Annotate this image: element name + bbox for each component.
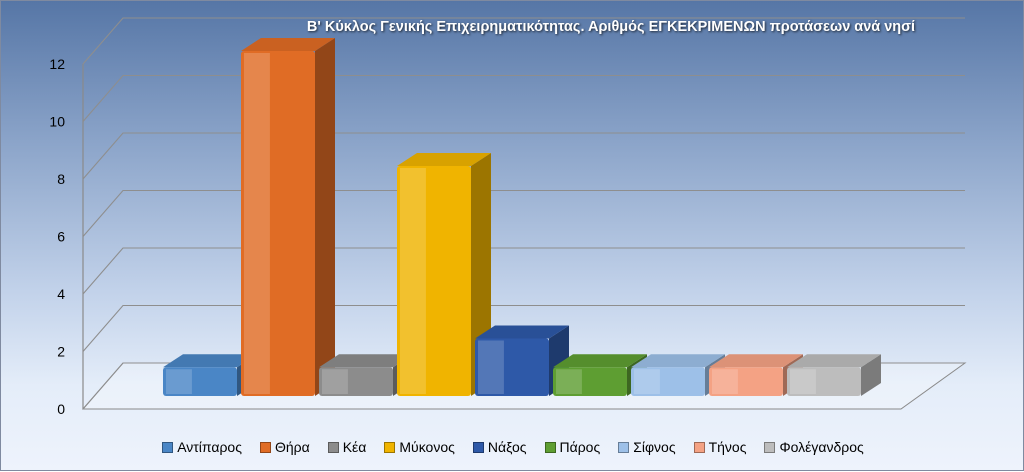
legend-item: Σίφνος <box>618 439 676 455</box>
bar-front <box>241 51 315 396</box>
bar-front <box>319 367 393 396</box>
bar-front <box>631 367 705 396</box>
legend-label: Τήνος <box>708 439 747 455</box>
legend: Αντίπαρος Θήρα Κέα Μύκονος Νάξος Πάρος Σίφνος Τ… <box>1 439 1024 455</box>
chart-title: Β' Κύκλος Γενικής Επιχειρηματικότητας. Α… <box>306 19 916 35</box>
bar-top <box>553 354 647 368</box>
bar-top <box>319 354 413 368</box>
y-tick-label: 2 <box>57 344 65 360</box>
gridline <box>82 74 965 122</box>
y-tick-label: 0 <box>57 401 65 417</box>
bar-highlight <box>400 168 426 394</box>
legend-label: Πάρος <box>559 439 601 455</box>
legend-swatch <box>327 441 339 453</box>
bar <box>787 354 881 396</box>
legend-swatch <box>544 441 556 453</box>
bar-top <box>709 354 803 368</box>
legend-swatch <box>764 441 776 453</box>
bar-front <box>787 367 861 396</box>
y-tick-label: 12 <box>49 56 65 72</box>
legend-item: Τήνος <box>693 439 747 455</box>
bar-top <box>787 354 881 368</box>
bar-highlight <box>478 340 504 394</box>
bar <box>475 325 569 396</box>
bar-highlight <box>634 369 660 394</box>
y-tick-label: 6 <box>57 229 65 245</box>
gridline <box>82 132 965 180</box>
bar-top <box>163 354 257 368</box>
bar-highlight <box>322 369 348 394</box>
legend-item: Αντίπαρος <box>162 439 242 455</box>
bar <box>397 153 491 396</box>
bar-highlight <box>166 369 192 394</box>
bar <box>241 38 335 396</box>
legend-item: Θήρα <box>259 439 310 455</box>
legend-swatch <box>162 441 174 453</box>
gridline <box>82 304 965 352</box>
legend-item: Μύκονος <box>384 439 455 455</box>
y-tick-label: 10 <box>49 114 65 130</box>
legend-label: Φολέγανδρος <box>779 439 864 455</box>
bar-side <box>315 38 335 396</box>
legend-label: Μύκονος <box>399 439 455 455</box>
bar-front <box>553 367 627 396</box>
gridline <box>82 189 965 237</box>
bar <box>163 354 257 396</box>
legend-item: Νάξος <box>472 439 527 455</box>
y-tick-label: 8 <box>57 171 65 187</box>
legend-label: Κέα <box>342 439 367 455</box>
gridline <box>82 247 965 295</box>
bar-side <box>861 354 881 396</box>
bar-front <box>709 367 783 396</box>
legend-swatch <box>618 441 630 453</box>
bar-highlight <box>244 53 270 394</box>
legend-label: Θήρα <box>274 439 310 455</box>
legend-label: Αντίπαρος <box>177 439 242 455</box>
bar-front <box>397 166 471 396</box>
legend-label: Σίφνος <box>633 439 676 455</box>
legend-swatch <box>693 441 705 453</box>
bar-highlight <box>556 369 582 394</box>
legend-item: Φολέγανδρος <box>764 439 864 455</box>
y-tick-label: 4 <box>57 286 65 302</box>
legend-label: Νάξος <box>487 439 527 455</box>
bar-highlight <box>712 369 738 394</box>
bar <box>631 354 725 396</box>
gridline <box>82 17 965 65</box>
legend-swatch <box>472 441 484 453</box>
legend-swatch <box>259 441 271 453</box>
bar-front <box>475 338 549 396</box>
legend-item: Κέα <box>327 439 367 455</box>
legend-item: Πάρος <box>544 439 601 455</box>
bar-top <box>631 354 725 368</box>
legend-swatch <box>384 441 396 453</box>
bar-top <box>241 38 335 51</box>
bar-top <box>397 153 491 166</box>
bar-front <box>163 367 237 396</box>
bar-highlight <box>790 369 816 394</box>
bar <box>553 354 647 396</box>
bar-top <box>475 325 569 339</box>
